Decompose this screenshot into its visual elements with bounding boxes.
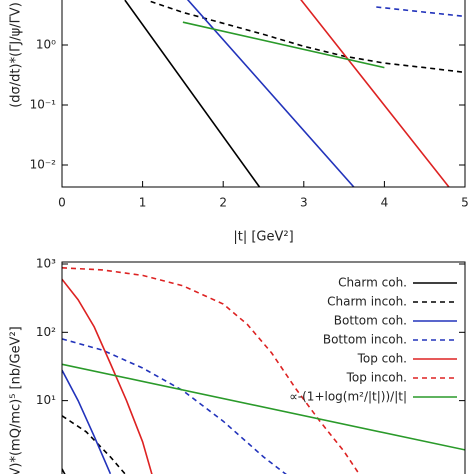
series-group <box>62 267 465 474</box>
y-tick-label: 10⁻¹ <box>30 98 57 112</box>
series-line <box>124 0 261 187</box>
legend-label: Bottom coh. <box>334 314 407 328</box>
series-line <box>62 338 287 474</box>
series-line <box>62 278 153 474</box>
y-tick-label: 10² <box>36 325 56 339</box>
series-line <box>376 6 465 18</box>
series-line <box>62 267 361 474</box>
y-axis-label: (dσ/dt)*(ΓJ/ψ/ΓV) <box>9 2 24 108</box>
series-group <box>124 0 465 187</box>
x-tick-label: 5 <box>461 196 469 210</box>
x-tick-label: 1 <box>139 196 147 210</box>
series-line <box>186 0 355 187</box>
y-axis-label: ΓV)*(mQ/mc)⁵ [nb/GeV²] <box>9 326 24 474</box>
legend: Charm coh. Charm incoh. Bottom coh. Bottom … <box>289 276 457 404</box>
series-line <box>62 415 127 474</box>
series-line <box>182 21 385 69</box>
y-tick-label: 10⁻² <box>30 158 57 172</box>
legend-label: Charm incoh. <box>327 295 407 309</box>
panel: 10¹ 10² 10³ ΓV)*(mQ/mc)⁵ [nb/GeV²] Charm coh… <box>9 257 466 474</box>
series-line <box>62 369 112 474</box>
legend-label: ∝-(1+log(m²/|t|))/|t| <box>289 390 407 404</box>
series-line <box>62 363 465 451</box>
y-tick-label: 10¹ <box>36 393 56 407</box>
x-tick-label: 4 <box>381 196 389 210</box>
legend-label: Top incoh. <box>346 371 407 385</box>
y-tick-label: 10⁰ <box>36 38 56 52</box>
series-line <box>300 0 450 187</box>
series-line <box>62 468 66 474</box>
x-tick-label: 3 <box>300 196 308 210</box>
panel: 10⁻² 10⁻¹ 10⁰ 0 1 2 3 4 5 |t| [GeV²] (dσ/dt)*(ΓJ/ψ… <box>9 0 469 245</box>
legend-label: Bottom incoh. <box>323 333 407 347</box>
series-line <box>150 0 465 74</box>
legend-label: Top coh. <box>357 352 407 366</box>
y-tick-label: 10³ <box>36 257 56 271</box>
x-axis-label: |t| [GeV²] <box>233 230 293 245</box>
x-tick-label: 2 <box>219 196 227 210</box>
plot-frame <box>61 0 466 188</box>
plot-frame <box>61 261 466 474</box>
legend-label: Charm coh. <box>338 276 407 290</box>
x-tick-label: 0 <box>58 196 66 210</box>
